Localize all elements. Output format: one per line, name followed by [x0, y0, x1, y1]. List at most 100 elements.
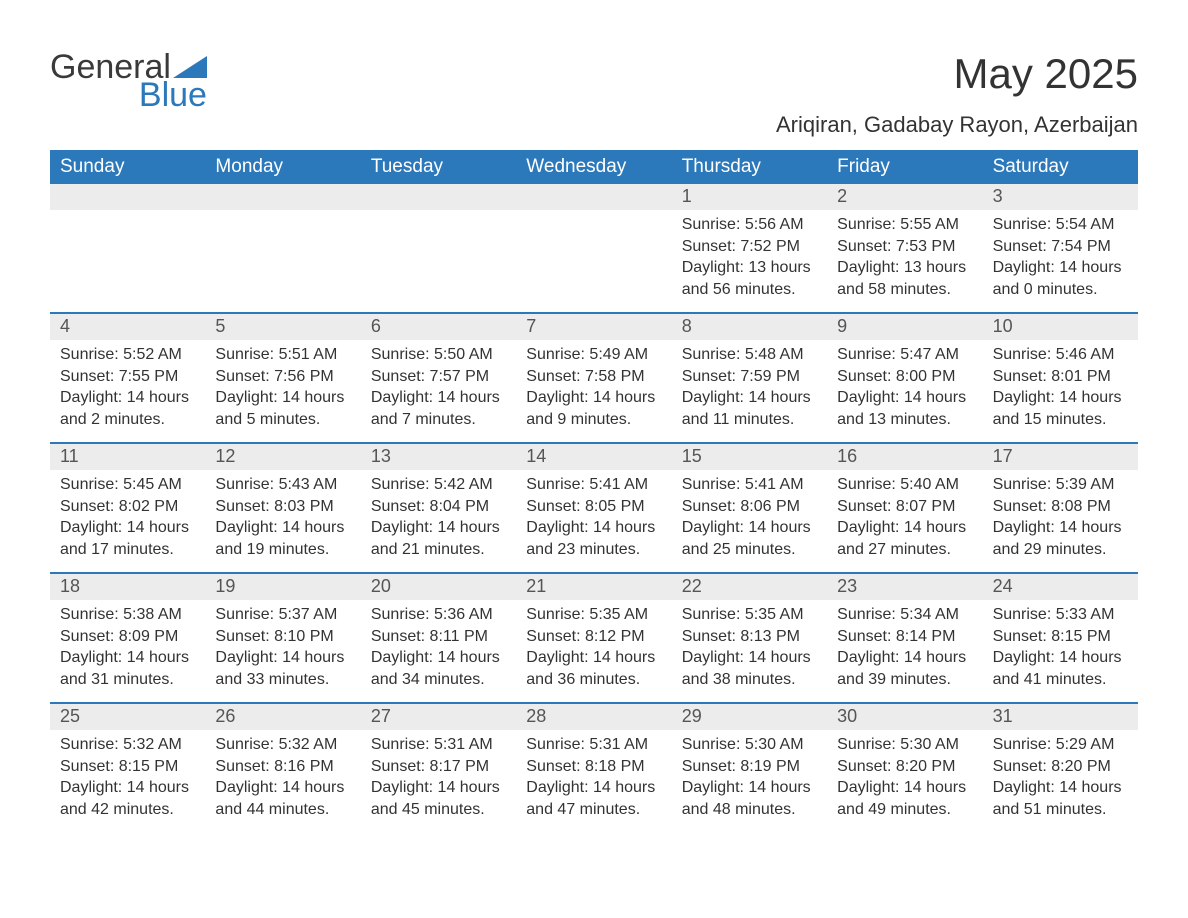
- day-details: Sunrise: 5:34 AMSunset: 8:14 PMDaylight:…: [827, 600, 982, 698]
- day-number: 9: [827, 314, 982, 340]
- sunset-line: Sunset: 8:15 PM: [993, 626, 1128, 648]
- daylight-line-1: Daylight: 14 hours: [526, 777, 661, 799]
- sunset-line: Sunset: 8:10 PM: [215, 626, 350, 648]
- sunrise-line: Sunrise: 5:40 AM: [837, 474, 972, 496]
- calendar-cell: 4Sunrise: 5:52 AMSunset: 7:55 PMDaylight…: [50, 314, 205, 442]
- calendar-cell: 6Sunrise: 5:50 AMSunset: 7:57 PMDaylight…: [361, 314, 516, 442]
- sunset-line: Sunset: 7:53 PM: [837, 236, 972, 258]
- calendar: Sunday Monday Tuesday Wednesday Thursday…: [50, 150, 1138, 832]
- day-details: [50, 210, 205, 300]
- calendar-cell: 9Sunrise: 5:47 AMSunset: 8:00 PMDaylight…: [827, 314, 982, 442]
- daylight-line-2: and 21 minutes.: [371, 539, 506, 561]
- day-details: Sunrise: 5:32 AMSunset: 8:15 PMDaylight:…: [50, 730, 205, 828]
- daylight-line-1: Daylight: 14 hours: [371, 777, 506, 799]
- daylight-line-2: and 23 minutes.: [526, 539, 661, 561]
- daylight-line-1: Daylight: 14 hours: [60, 647, 195, 669]
- sunset-line: Sunset: 8:15 PM: [60, 756, 195, 778]
- day-details: Sunrise: 5:52 AMSunset: 7:55 PMDaylight:…: [50, 340, 205, 438]
- daylight-line-2: and 5 minutes.: [215, 409, 350, 431]
- day-number: 25: [50, 704, 205, 730]
- daylight-line-2: and 41 minutes.: [993, 669, 1128, 691]
- day-number: 28: [516, 704, 671, 730]
- daylight-line-2: and 33 minutes.: [215, 669, 350, 691]
- day-details: Sunrise: 5:56 AMSunset: 7:52 PMDaylight:…: [672, 210, 827, 308]
- title-block: May 2025 Ariqiran, Gadabay Rayon, Azerba…: [776, 50, 1138, 138]
- day-number: 16: [827, 444, 982, 470]
- calendar-cell: 18Sunrise: 5:38 AMSunset: 8:09 PMDayligh…: [50, 574, 205, 702]
- sunrise-line: Sunrise: 5:51 AM: [215, 344, 350, 366]
- daylight-line-2: and 9 minutes.: [526, 409, 661, 431]
- day-number: 26: [205, 704, 360, 730]
- daylight-line-2: and 44 minutes.: [215, 799, 350, 821]
- daylight-line-1: Daylight: 14 hours: [993, 517, 1128, 539]
- daylight-line-1: Daylight: 14 hours: [371, 647, 506, 669]
- day-number: 13: [361, 444, 516, 470]
- day-details: Sunrise: 5:30 AMSunset: 8:20 PMDaylight:…: [827, 730, 982, 828]
- daylight-line-1: Daylight: 14 hours: [526, 517, 661, 539]
- day-details: Sunrise: 5:35 AMSunset: 8:12 PMDaylight:…: [516, 600, 671, 698]
- day-number: [516, 184, 671, 210]
- calendar-cell: 23Sunrise: 5:34 AMSunset: 8:14 PMDayligh…: [827, 574, 982, 702]
- calendar-cell: [50, 184, 205, 312]
- calendar-cell: 2Sunrise: 5:55 AMSunset: 7:53 PMDaylight…: [827, 184, 982, 312]
- calendar-cell: 7Sunrise: 5:49 AMSunset: 7:58 PMDaylight…: [516, 314, 671, 442]
- daylight-line-1: Daylight: 14 hours: [682, 777, 817, 799]
- day-details: Sunrise: 5:51 AMSunset: 7:56 PMDaylight:…: [205, 340, 360, 438]
- sunrise-line: Sunrise: 5:29 AM: [993, 734, 1128, 756]
- day-number: 6: [361, 314, 516, 340]
- sunrise-line: Sunrise: 5:30 AM: [682, 734, 817, 756]
- sunset-line: Sunset: 8:02 PM: [60, 496, 195, 518]
- day-number: 8: [672, 314, 827, 340]
- sunset-line: Sunset: 8:12 PM: [526, 626, 661, 648]
- calendar-cell: 29Sunrise: 5:30 AMSunset: 8:19 PMDayligh…: [672, 704, 827, 832]
- day-details: Sunrise: 5:54 AMSunset: 7:54 PMDaylight:…: [983, 210, 1138, 308]
- daylight-line-1: Daylight: 14 hours: [215, 387, 350, 409]
- calendar-cell: 19Sunrise: 5:37 AMSunset: 8:10 PMDayligh…: [205, 574, 360, 702]
- sunset-line: Sunset: 8:11 PM: [371, 626, 506, 648]
- sunrise-line: Sunrise: 5:41 AM: [526, 474, 661, 496]
- daylight-line-1: Daylight: 14 hours: [215, 517, 350, 539]
- sunrise-line: Sunrise: 5:30 AM: [837, 734, 972, 756]
- daylight-line-1: Daylight: 14 hours: [60, 777, 195, 799]
- sunrise-line: Sunrise: 5:35 AM: [526, 604, 661, 626]
- sunrise-line: Sunrise: 5:31 AM: [526, 734, 661, 756]
- sunset-line: Sunset: 7:59 PM: [682, 366, 817, 388]
- calendar-week-row: 18Sunrise: 5:38 AMSunset: 8:09 PMDayligh…: [50, 572, 1138, 702]
- sunrise-line: Sunrise: 5:46 AM: [993, 344, 1128, 366]
- day-details: Sunrise: 5:55 AMSunset: 7:53 PMDaylight:…: [827, 210, 982, 308]
- day-number: 23: [827, 574, 982, 600]
- calendar-cell: 11Sunrise: 5:45 AMSunset: 8:02 PMDayligh…: [50, 444, 205, 572]
- sunset-line: Sunset: 8:08 PM: [993, 496, 1128, 518]
- calendar-cell: [205, 184, 360, 312]
- day-details: Sunrise: 5:37 AMSunset: 8:10 PMDaylight:…: [205, 600, 360, 698]
- sunset-line: Sunset: 8:18 PM: [526, 756, 661, 778]
- sunrise-line: Sunrise: 5:52 AM: [60, 344, 195, 366]
- sunrise-line: Sunrise: 5:50 AM: [371, 344, 506, 366]
- day-number: 24: [983, 574, 1138, 600]
- sunset-line: Sunset: 8:01 PM: [993, 366, 1128, 388]
- day-details: Sunrise: 5:29 AMSunset: 8:20 PMDaylight:…: [983, 730, 1138, 828]
- daylight-line-2: and 11 minutes.: [682, 409, 817, 431]
- calendar-cell: 8Sunrise: 5:48 AMSunset: 7:59 PMDaylight…: [672, 314, 827, 442]
- day-number: 22: [672, 574, 827, 600]
- daylight-line-2: and 17 minutes.: [60, 539, 195, 561]
- daylight-line-1: Daylight: 14 hours: [993, 257, 1128, 279]
- calendar-cell: 16Sunrise: 5:40 AMSunset: 8:07 PMDayligh…: [827, 444, 982, 572]
- sunset-line: Sunset: 8:06 PM: [682, 496, 817, 518]
- daylight-line-2: and 15 minutes.: [993, 409, 1128, 431]
- daylight-line-2: and 29 minutes.: [993, 539, 1128, 561]
- daylight-line-2: and 56 minutes.: [682, 279, 817, 301]
- day-details: Sunrise: 5:30 AMSunset: 8:19 PMDaylight:…: [672, 730, 827, 828]
- calendar-cell: 25Sunrise: 5:32 AMSunset: 8:15 PMDayligh…: [50, 704, 205, 832]
- day-details: Sunrise: 5:45 AMSunset: 8:02 PMDaylight:…: [50, 470, 205, 568]
- day-number: 4: [50, 314, 205, 340]
- calendar-cell: 1Sunrise: 5:56 AMSunset: 7:52 PMDaylight…: [672, 184, 827, 312]
- daylight-line-1: Daylight: 14 hours: [60, 517, 195, 539]
- sunrise-line: Sunrise: 5:43 AM: [215, 474, 350, 496]
- day-header-monday: Monday: [205, 150, 360, 184]
- daylight-line-2: and 36 minutes.: [526, 669, 661, 691]
- daylight-line-2: and 2 minutes.: [60, 409, 195, 431]
- calendar-cell: 28 Sunrise: 5:31 AMSunset: 8:18 PMDayligh…: [516, 704, 671, 832]
- sunset-line: Sunset: 7:52 PM: [682, 236, 817, 258]
- day-details: Sunrise: 5:41 AMSunset: 8:05 PMDaylight:…: [516, 470, 671, 568]
